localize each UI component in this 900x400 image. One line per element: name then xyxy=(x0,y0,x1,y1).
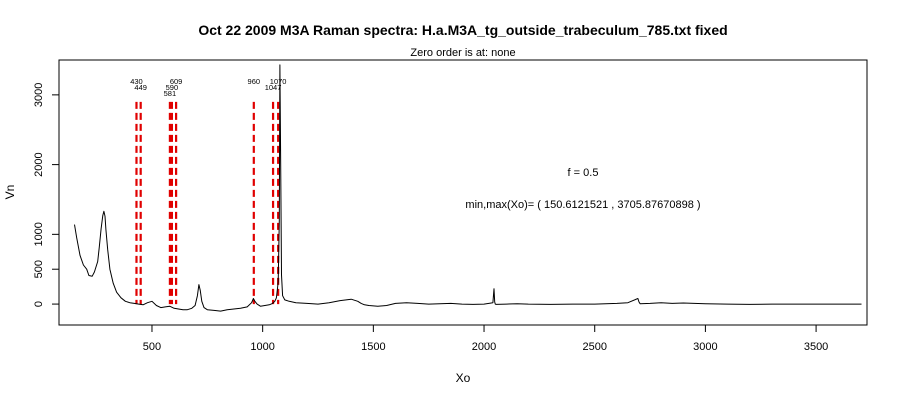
peak-marker-group xyxy=(135,101,280,305)
annotation-f-value: f = 0.5 xyxy=(568,167,599,179)
y-axis: 0 500 1000 2000 3000 xyxy=(33,83,60,307)
plot-frame xyxy=(58,59,868,326)
y-tick-label-3000: 3000 xyxy=(33,83,45,107)
peak-label-609: 609 xyxy=(170,77,183,86)
peak-label-960: 960 xyxy=(248,77,261,86)
x-tick-label-3000: 3000 xyxy=(693,341,717,353)
y-tick-label-500: 500 xyxy=(33,260,45,278)
spectrum-line-0 xyxy=(74,64,862,312)
x-axis-label: Xo xyxy=(456,371,471,385)
annotation-min-max: min,max(Xo)= ( 150.6121521 , 3705.876708… xyxy=(465,199,700,211)
y-tick-label-0: 0 xyxy=(33,301,45,307)
y-tick-label-1000: 1000 xyxy=(33,222,45,246)
x-tick-label-500: 500 xyxy=(143,341,161,353)
x-tick-label-2500: 2500 xyxy=(582,341,606,353)
chart-title: Oct 22 2009 M3A Raman spectra: H.a.M3A_t… xyxy=(198,22,727,38)
x-tick-label-2000: 2000 xyxy=(472,341,496,353)
chart-subtitle: Zero order is at: none xyxy=(410,47,515,59)
peak-label-590: 590 xyxy=(166,83,179,92)
peak-label-581: 581 xyxy=(164,89,177,98)
y-tick-label-2000: 2000 xyxy=(33,152,45,176)
peak-label-430: 430 xyxy=(130,77,143,86)
x-tick-label-1500: 1500 xyxy=(361,341,385,353)
peak-label-1070: 1070 xyxy=(270,77,287,86)
y-axis-label: Vn xyxy=(3,185,17,200)
x-tick-label-3500: 3500 xyxy=(804,341,828,353)
x-tick-label-1000: 1000 xyxy=(250,341,274,353)
peak-label-1047: 1047 xyxy=(265,83,282,92)
x-axis: 500 1000 1500 2000 2500 3000 3500 xyxy=(143,324,828,353)
series-group xyxy=(74,64,862,312)
peak-label-449: 449 xyxy=(134,83,147,92)
